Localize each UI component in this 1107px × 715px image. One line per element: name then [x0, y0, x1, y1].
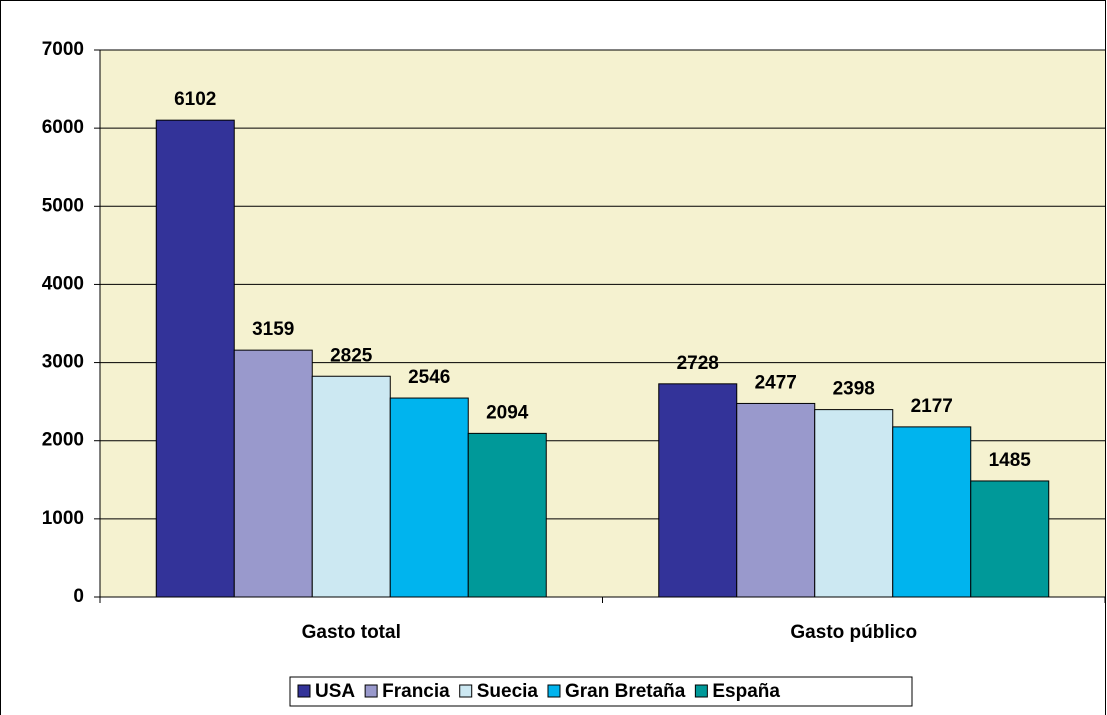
- bar: [311, 375, 391, 598]
- bar: [658, 383, 738, 598]
- bar: [814, 409, 894, 598]
- value-label: 2728: [677, 353, 719, 374]
- y-tick-label: 1000: [42, 508, 84, 529]
- bar: [736, 402, 816, 598]
- bar: [233, 349, 313, 598]
- legend-label: USA: [315, 681, 355, 702]
- x-tick-label: Gasto público: [790, 622, 917, 643]
- value-label: 2825: [330, 345, 373, 366]
- y-tick-label: 6000: [42, 117, 84, 138]
- value-label: 2398: [833, 379, 875, 400]
- value-label: 1485: [989, 450, 1032, 471]
- y-tick-label: 3000: [42, 352, 84, 373]
- legend-label: Gran Bretaña: [565, 681, 686, 702]
- legend-box: [289, 676, 913, 707]
- legend-swatch: [547, 684, 561, 698]
- legend-swatch: [364, 684, 378, 698]
- bar: [892, 426, 972, 598]
- bar: [970, 480, 1050, 598]
- value-label: 3159: [252, 319, 294, 340]
- bar: [467, 432, 547, 598]
- y-tick-label: 0: [73, 586, 84, 607]
- legend-label: España: [712, 681, 780, 702]
- bar: [155, 119, 235, 598]
- legend-swatch: [297, 684, 311, 698]
- value-label: 6102: [174, 89, 216, 110]
- value-label: 2546: [408, 367, 450, 388]
- y-tick-label: 2000: [42, 430, 84, 451]
- x-tick-label: Gasto total: [302, 622, 401, 643]
- y-tick-label: 4000: [42, 273, 84, 294]
- value-label: 2094: [486, 402, 529, 423]
- y-tick-label: 5000: [42, 195, 84, 216]
- bar: [389, 397, 469, 598]
- y-tick-label: 7000: [42, 39, 84, 60]
- legend-swatch: [694, 684, 708, 698]
- value-label: 2177: [911, 396, 953, 417]
- legend-label: Suecia: [477, 681, 539, 702]
- legend-swatch: [459, 684, 473, 698]
- value-label: 2477: [755, 372, 797, 393]
- legend-label: Francia: [382, 681, 450, 702]
